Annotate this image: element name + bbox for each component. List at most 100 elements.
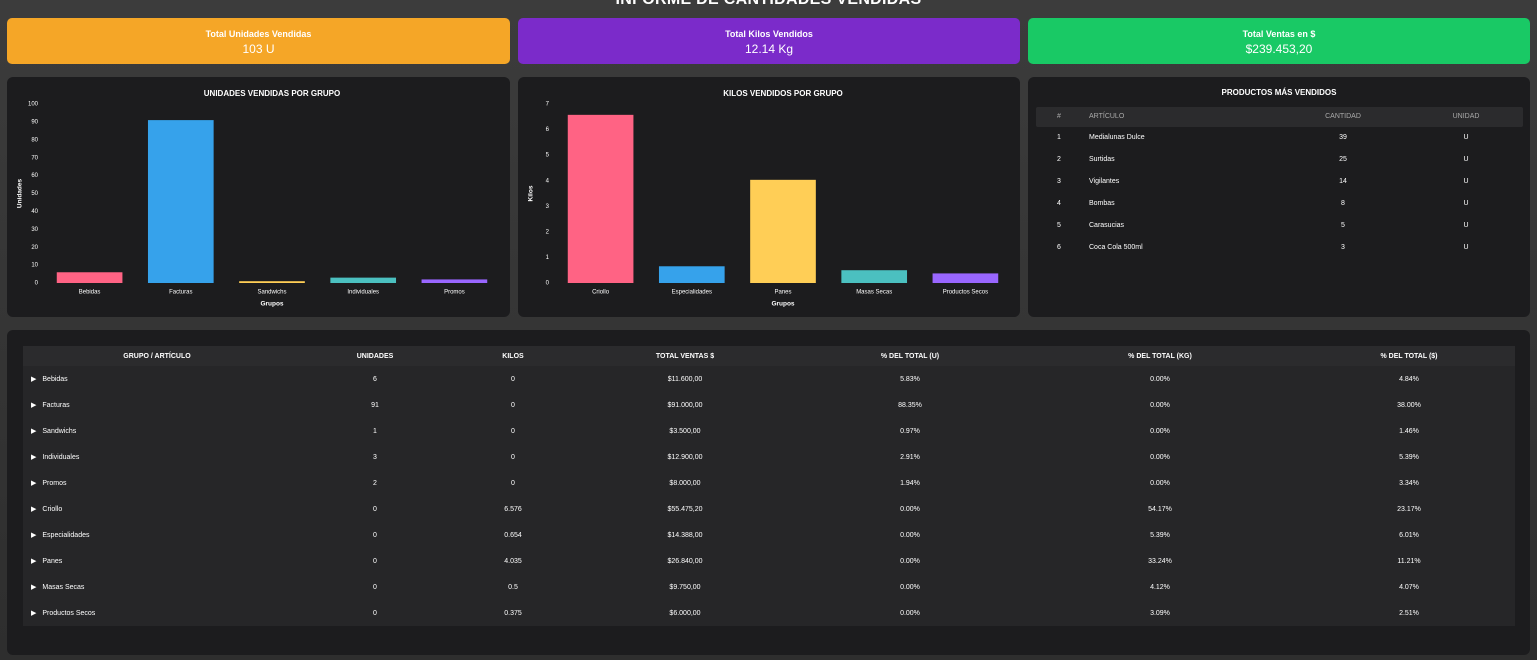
table-cell: Medialunas Dulce [1089, 134, 1145, 141]
column-header: # [1057, 113, 1061, 120]
bar [330, 277, 397, 283]
y-tick-label: 4 [546, 178, 550, 184]
y-tick-label: 1 [546, 255, 550, 261]
bar [567, 114, 634, 283]
bar-chart: KILOS VENDIDOS POR GRUPO Kilos Grupos 0 1 2 3 4… [528, 89, 999, 308]
table-header: # ARTÍCULO CANTIDAD UNIDAD [1036, 107, 1523, 127]
y-tick-label: 60 [31, 173, 38, 179]
group-name: Facturas [42, 402, 70, 409]
table-cell: $14.388,00 [567, 522, 803, 548]
table-cell: $11.600,00 [567, 366, 803, 392]
table-cell: 0.00% [1017, 392, 1303, 418]
expand-arrow[interactable]: ▶ [31, 584, 37, 591]
y-tick-label: 5 [546, 153, 550, 159]
table-cell: 6.01% [1303, 522, 1515, 548]
table-cell: 11.21% [1303, 548, 1515, 574]
table-cell: $8.000,00 [567, 470, 803, 496]
table-cell: ▶ Especialidades [23, 522, 291, 548]
table-cell: 0.00% [1017, 470, 1303, 496]
kpi-value: 103 U [242, 42, 275, 56]
table-cell: U [1463, 244, 1469, 251]
table-cell: 0 [459, 470, 567, 496]
table-cell: 33.24% [1017, 548, 1303, 574]
table-cell: 4 [1057, 200, 1061, 207]
x-tick-label: Criollo [592, 290, 610, 296]
expand-arrow[interactable]: ▶ [31, 454, 37, 461]
column-header: CANTIDAD [1325, 113, 1361, 120]
y-tick-label: 20 [31, 245, 38, 251]
y-tick-label: 6 [546, 127, 550, 133]
table-cell: 2.91% [803, 444, 1017, 470]
table-cell: 3 [291, 444, 459, 470]
detail-table: GRUPO / ARTÍCULO UNIDADES KILOS TOTAL VENTA… [23, 346, 1515, 626]
table-cell: 0.00% [803, 574, 1017, 600]
table-row: ▶ Facturas 91 0 $91.000,00 88.35% 0.00% 38.00% [23, 392, 1515, 418]
table-cell: ▶ Sandwichs [23, 418, 291, 444]
table-row: ▶ Individuales 3 0 $12.900,00 2.91% 0.00% 5.39% [23, 444, 1515, 470]
y-tick-label: 50 [31, 191, 38, 197]
column-header: UNIDAD [1452, 113, 1480, 120]
x-axis-label: Grupos [771, 301, 794, 308]
table-cell: 0 [291, 574, 459, 600]
group-name: Individuales [42, 454, 80, 461]
table-cell: 3.34% [1303, 470, 1515, 496]
expand-arrow[interactable]: ▶ [31, 610, 37, 617]
table-cell: ▶ Panes [23, 548, 291, 574]
kpi-label: Total Unidades Vendidas [205, 29, 312, 39]
table-row: 5 Carasucias 5 U [1036, 215, 1523, 237]
expand-arrow[interactable]: ▶ [31, 558, 37, 565]
y-tick-label: 7 [546, 102, 550, 108]
table-cell: 3 [1057, 178, 1061, 185]
table-cell: 3 [1341, 244, 1345, 251]
expand-arrow[interactable]: ▶ [31, 428, 37, 435]
table-cell: 5.83% [803, 366, 1017, 392]
y-tick-label: 30 [31, 227, 38, 233]
bar [932, 273, 999, 283]
table-cell: ▶ Productos Secos [23, 600, 291, 626]
table-cell: 0 [459, 392, 567, 418]
expand-arrow[interactable]: ▶ [31, 506, 37, 513]
table-cell: 5.39% [1017, 522, 1303, 548]
table-cell: ▶ Individuales [23, 444, 291, 470]
table-cell: 5 [1057, 222, 1061, 229]
table-cell: ▶ Facturas [23, 392, 291, 418]
expand-arrow[interactable]: ▶ [31, 376, 37, 383]
bar [239, 281, 305, 283]
y-tick-label: 80 [31, 137, 38, 143]
table-cell: 0.00% [1017, 418, 1303, 444]
table-cell: 0 [459, 444, 567, 470]
top-products-table: # ARTÍCULO CANTIDAD UNIDAD 1 Medialunas Dulce… [1036, 107, 1523, 259]
expand-arrow[interactable]: ▶ [31, 480, 37, 487]
table-cell: 38.00% [1303, 392, 1515, 418]
table-cell: $3.500,00 [567, 418, 803, 444]
table-cell: $6.000,00 [567, 600, 803, 626]
group-name: Especialidades [42, 532, 90, 539]
y-tick-label: 10 [31, 263, 38, 269]
x-tick-label: Especialidades [672, 290, 712, 296]
table-cell: 1.94% [803, 470, 1017, 496]
x-tick-label: Panes [774, 290, 791, 296]
y-tick-label: 70 [31, 155, 38, 161]
bar [56, 272, 123, 283]
table-cell: 0 [291, 600, 459, 626]
table-cell: 0 [459, 366, 567, 392]
expand-arrow[interactable]: ▶ [31, 532, 37, 539]
table-cell: 4.035 [459, 548, 567, 574]
bar [750, 179, 816, 283]
table-row: ▶ Promos 2 0 $8.000,00 1.94% 0.00% 3.34% [23, 470, 1515, 496]
expand-arrow[interactable]: ▶ [31, 402, 37, 409]
y-tick-label: 2 [546, 229, 550, 235]
table-row: ▶ Sandwichs 1 0 $3.500,00 0.97% 0.00% 1.46% [23, 418, 1515, 444]
table-cell: 4.07% [1303, 574, 1515, 600]
table-cell: 4.84% [1303, 366, 1515, 392]
table-cell: U [1463, 200, 1469, 207]
table-cell: 6 [291, 366, 459, 392]
x-tick-label: Sandwichs [257, 290, 286, 296]
table-cell: U [1463, 178, 1469, 185]
table-cell: 5.39% [1303, 444, 1515, 470]
table-cell: 0.375 [459, 600, 567, 626]
table-body: 1 Medialunas Dulce 39 U 2 Surtidas 25 U 3 Vigilan… [1036, 127, 1523, 259]
bar [658, 266, 725, 283]
bar [421, 279, 488, 283]
table-cell: 0 [291, 548, 459, 574]
